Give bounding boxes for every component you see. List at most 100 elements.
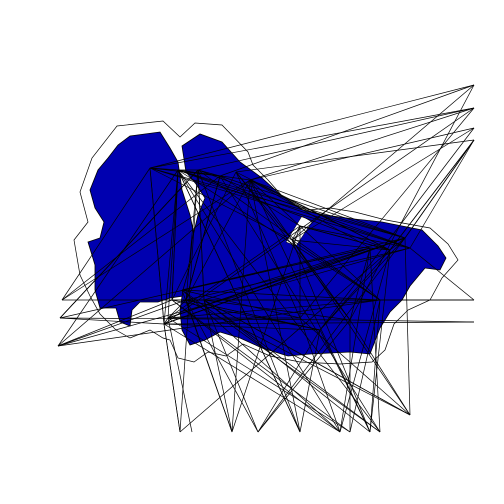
connection-line — [257, 319, 351, 433]
connection-line — [177, 169, 381, 301]
connection-line — [177, 169, 301, 433]
connection-line — [299, 107, 475, 319]
connection-line — [57, 299, 173, 347]
connection-line — [203, 299, 233, 433]
connection-line — [61, 175, 221, 301]
connection-line — [299, 225, 391, 251]
connection-line — [197, 169, 301, 433]
connection-line — [369, 247, 381, 433]
connection-line — [163, 317, 169, 325]
connection-line — [257, 237, 406, 433]
connection-line — [197, 107, 475, 171]
connection-line — [249, 179, 406, 239]
connection-line — [171, 299, 341, 433]
connection-line — [59, 317, 351, 321]
connection-line — [291, 239, 411, 416]
connection-line — [177, 169, 251, 181]
connection-line — [181, 289, 381, 301]
connection-line — [177, 169, 411, 249]
connection-line — [349, 299, 381, 433]
connection-line — [185, 175, 221, 301]
connection-line — [163, 169, 179, 325]
connection-line — [163, 107, 475, 325]
connection-line — [299, 317, 411, 416]
connection-line — [57, 247, 411, 347]
connection-line — [203, 299, 259, 433]
connection-line — [203, 299, 351, 321]
connection-line — [299, 225, 411, 249]
connection-line — [163, 323, 321, 331]
connection-line — [57, 299, 187, 347]
connection-line — [149, 107, 475, 169]
connection-line — [203, 299, 371, 433]
connection-line — [163, 237, 406, 325]
connection-line — [167, 299, 381, 319]
western-region — [87, 131, 196, 327]
connection-line — [185, 179, 251, 301]
connection-lines — [57, 84, 475, 433]
connection-line — [185, 247, 411, 301]
connection-line — [171, 299, 321, 331]
connection-line — [235, 139, 475, 173]
connection-line — [299, 329, 321, 433]
connection-line — [389, 139, 475, 251]
connection-line — [409, 139, 475, 249]
connection-line — [219, 175, 406, 239]
connection-line — [291, 84, 475, 241]
connection-line — [235, 171, 301, 319]
connection-line — [167, 317, 351, 433]
connection-line — [171, 169, 179, 301]
connection-line — [235, 171, 391, 251]
connection-line — [291, 127, 475, 241]
connection-line — [249, 179, 293, 241]
connection-line — [149, 167, 411, 249]
connection-line — [57, 179, 251, 347]
connection-line — [197, 169, 411, 249]
connection-line — [163, 323, 181, 433]
connection-line — [171, 299, 351, 433]
connection-line — [349, 319, 411, 416]
connection-line — [167, 299, 187, 319]
connection-line — [249, 107, 475, 181]
connection-line — [203, 247, 371, 301]
connection-line — [409, 247, 475, 301]
connection-line — [149, 84, 475, 169]
connection-line — [404, 237, 411, 416]
connection-line — [203, 299, 381, 433]
buffer-outline — [73, 120, 459, 365]
connection-line — [299, 317, 341, 433]
connection-line — [319, 127, 475, 331]
connection-line — [59, 317, 165, 325]
connection-line — [163, 323, 341, 433]
connection-line — [404, 139, 475, 239]
connection-line — [167, 317, 193, 433]
connection-line — [235, 171, 293, 241]
connection-line — [59, 247, 371, 319]
connection-line — [181, 289, 341, 433]
connection-line — [61, 167, 151, 301]
connection-line — [61, 179, 251, 301]
connection-line — [171, 171, 237, 301]
connection-line — [179, 249, 391, 433]
connection-line — [249, 179, 371, 249]
connection-line — [149, 167, 165, 325]
connection-line — [319, 249, 391, 331]
connection-line — [177, 169, 341, 433]
connection-line — [163, 321, 475, 325]
connection-line — [181, 289, 301, 319]
connection-line — [249, 127, 475, 181]
connection-line — [369, 247, 391, 251]
connection-line — [319, 237, 406, 331]
connection-line — [291, 225, 301, 241]
connection-line — [235, 171, 351, 321]
connection-line — [257, 329, 321, 433]
connection-line — [231, 225, 301, 433]
connection-line — [369, 249, 391, 433]
connection-line — [219, 84, 475, 177]
connection-line — [349, 84, 475, 321]
connection-line — [185, 299, 259, 433]
connection-line — [57, 299, 381, 347]
connection-line — [177, 169, 381, 433]
connection-line — [59, 169, 199, 319]
